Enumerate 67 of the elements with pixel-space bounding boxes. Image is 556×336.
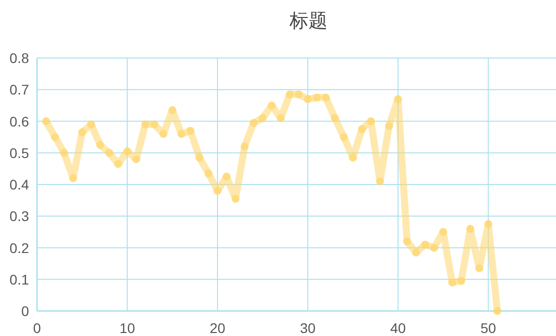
point: [448, 278, 456, 287]
point: [466, 224, 474, 233]
point: [322, 94, 330, 102]
point: [69, 174, 78, 182]
point: [87, 120, 96, 128]
point: [340, 133, 348, 142]
point: [42, 117, 50, 126]
point: [222, 172, 231, 181]
chart-title: 标题: [288, 11, 328, 32]
x-tick-label: 50: [480, 320, 496, 336]
point: [385, 122, 394, 130]
x-tick-label: 20: [210, 320, 226, 336]
point: [159, 130, 168, 138]
point: [195, 154, 204, 162]
x-tick-label: 0: [33, 320, 42, 336]
x-tick-label: 30: [300, 320, 316, 336]
point: [186, 126, 194, 135]
point: [475, 264, 484, 272]
y-tick-label: 0.5: [10, 144, 30, 161]
point: [78, 128, 86, 136]
point: [114, 160, 122, 168]
y-tick-label: 0.1: [10, 271, 30, 288]
point: [150, 120, 158, 128]
y-tick-label: 0.8: [10, 50, 30, 66]
y-tick-label: 0.4: [10, 176, 30, 192]
point: [60, 148, 68, 157]
point: [376, 177, 384, 186]
y-tick-label: 0.7: [10, 82, 30, 98]
point: [105, 148, 114, 157]
point: [232, 194, 240, 203]
y-tick-label: 0.3: [10, 208, 30, 224]
point: [214, 186, 222, 195]
point: [493, 307, 502, 315]
point: [430, 244, 438, 252]
point: [268, 101, 276, 110]
point: [177, 130, 186, 138]
point: [51, 133, 60, 142]
point: [304, 95, 312, 104]
point: [168, 106, 176, 114]
point: [403, 237, 412, 246]
point: [421, 240, 430, 249]
point: [123, 147, 132, 156]
point: [132, 155, 140, 164]
y-tick-label: 0.2: [10, 240, 30, 256]
point: [358, 125, 366, 134]
point: [96, 140, 104, 149]
point: [141, 120, 150, 128]
point: [394, 95, 402, 104]
point: [276, 114, 285, 122]
point: [348, 154, 357, 162]
y-tick-label: 0: [21, 303, 30, 319]
point: [294, 90, 303, 98]
point: [258, 114, 267, 122]
point: [412, 248, 420, 256]
point: [250, 118, 258, 127]
x-tick-label: 40: [390, 320, 406, 336]
y-tick-label: 0.6: [10, 113, 30, 130]
point: [330, 114, 339, 122]
point: [204, 169, 212, 178]
point: [366, 117, 375, 126]
x-tick-label: 10: [119, 320, 136, 336]
point: [240, 142, 249, 151]
point: [457, 276, 466, 285]
point: [484, 220, 492, 228]
point: [286, 90, 294, 98]
point: [312, 94, 321, 102]
point: [439, 228, 448, 236]
